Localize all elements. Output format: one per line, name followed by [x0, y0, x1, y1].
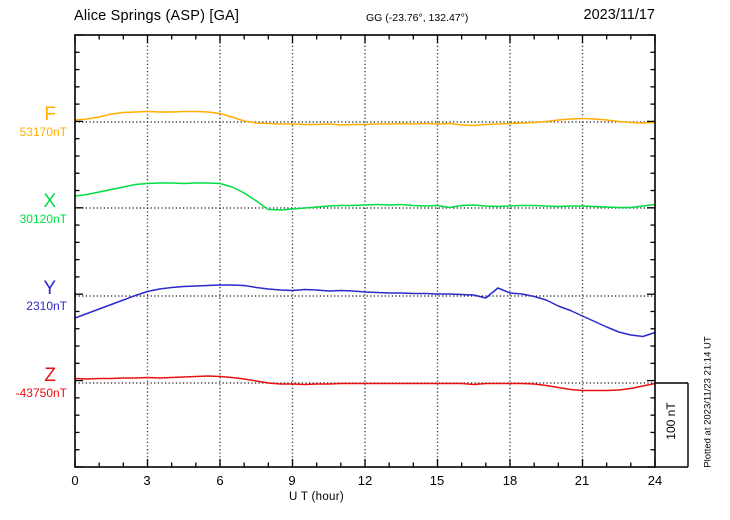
axis-ticks	[74, 34, 656, 468]
x-tick-label-18: 18	[502, 473, 518, 488]
x-tick-label-24: 24	[647, 473, 663, 488]
trace-Y	[74, 284, 656, 338]
x-tick-label-15: 15	[429, 473, 445, 488]
channel-label-Z: Z -43750nT	[0, 366, 68, 400]
vertical-gridlines	[146, 35, 584, 467]
plotted-at-note: Plotted at 2023/11/23 21:14 UT	[702, 336, 714, 468]
channel-baselines	[75, 121, 655, 384]
trace-F	[74, 110, 656, 127]
station-title: Alice Springs (ASP) [GA]	[74, 8, 240, 24]
x-tick-label-0: 0	[71, 473, 79, 488]
x-tick-label-6: 6	[216, 473, 224, 488]
x-tick-label-21: 21	[574, 473, 590, 488]
channel-letter-F: F	[44, 104, 56, 125]
channel-label-F: F 53170nT	[0, 105, 68, 139]
channel-baseline-value-X: 30120nT	[19, 212, 67, 226]
channel-baseline-value-F: 53170nT	[19, 125, 67, 139]
channel-baseline-value-Z: -43750nT	[15, 386, 67, 400]
scale-bar-label: 100 nT	[664, 402, 678, 440]
scale-bar	[655, 382, 689, 468]
trace-Z	[74, 375, 656, 392]
channel-letter-Y: Y	[43, 278, 56, 299]
channel-baseline-value-Y: 2310nT	[26, 299, 67, 313]
x-tick-label-9: 9	[288, 473, 296, 488]
channel-traces	[74, 110, 656, 392]
x-tick-label-12: 12	[357, 473, 373, 488]
channel-label-Y: Y 2310nT	[0, 279, 68, 313]
plot-date: 2023/11/17	[583, 7, 656, 23]
x-axis-title: U T (hour)	[289, 491, 344, 503]
trace-X	[74, 182, 656, 211]
geographic-coords: GG (-23.76°, 132.47°)	[366, 12, 469, 24]
x-tick-label-3: 3	[143, 473, 151, 488]
channel-letter-X: X	[43, 191, 56, 212]
channel-label-X: X 30120nT	[0, 192, 68, 226]
channel-letter-Z: Z	[44, 365, 56, 386]
